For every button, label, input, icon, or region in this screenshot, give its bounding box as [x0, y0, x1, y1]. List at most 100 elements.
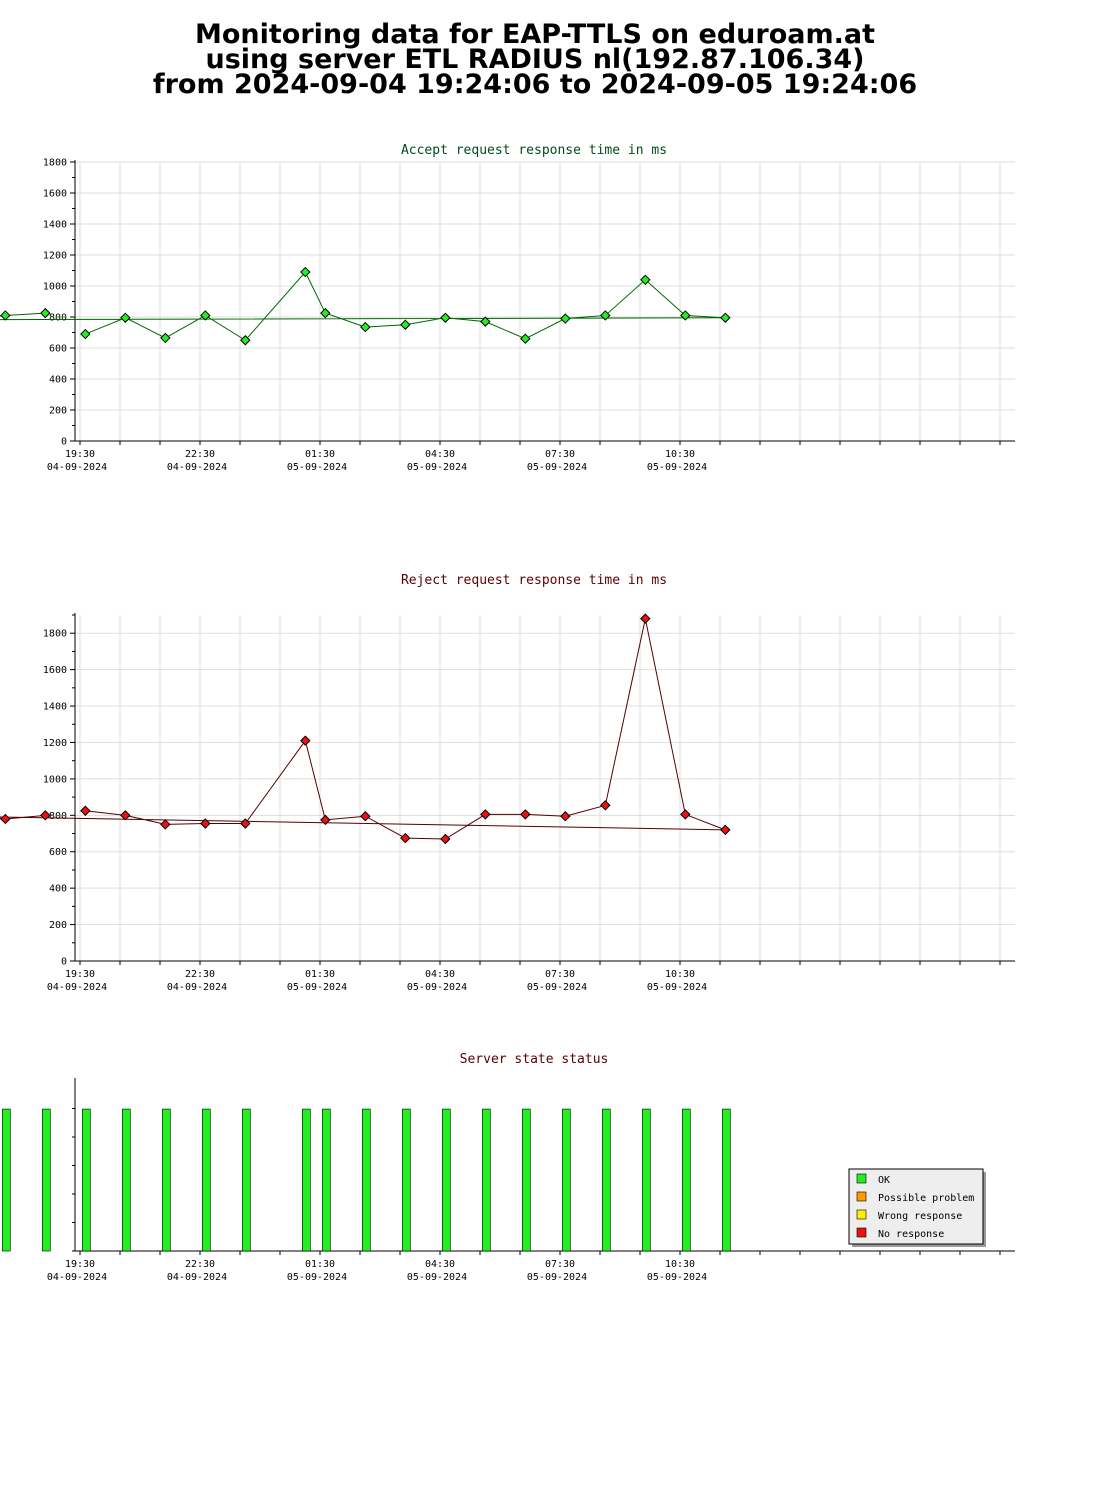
status-chart-bar [82, 1108, 91, 1252]
accept-chart-point [440, 312, 451, 323]
reject-chart-xtick-date: 05-09-2024 [407, 982, 467, 993]
reject-chart-ytick-label: 600 [49, 847, 67, 858]
accept-chart-point [80, 328, 91, 340]
accept-chart-xtick-time: 22:30 [185, 449, 215, 460]
status-chart-bar [42, 1108, 51, 1252]
status-chart-bar [322, 1108, 331, 1252]
status-chart-xtick-time: 01:30 [305, 1259, 335, 1270]
accept-chart-point [640, 274, 651, 286]
accept-chart-ytick-label: 1200 [43, 251, 67, 262]
accept-chart-title: Accept request response time in ms [401, 143, 667, 158]
accept-chart-ytick-label: 1400 [43, 220, 67, 231]
reject-chart-ytick-label: 1600 [43, 665, 67, 676]
legend-label: No response [878, 1229, 944, 1240]
accept-chart-point [300, 266, 311, 278]
reject-chart-xtick-date: 05-09-2024 [527, 982, 587, 993]
accept-chart-ytick-label: 1000 [43, 282, 67, 293]
status-chart-bar [442, 1108, 451, 1252]
accept-chart-ytick-label: 1800 [43, 158, 67, 169]
reject-chart-xtick-date: 04-09-2024 [167, 982, 227, 993]
accept-chart-point [400, 319, 411, 330]
status-chart-bar [162, 1108, 171, 1252]
reject-chart-ytick-label: 1200 [43, 738, 67, 749]
accept-chart-point [680, 310, 691, 321]
reject-chart-point [640, 613, 651, 624]
reject-chart-title: Reject request response time in ms [401, 573, 667, 588]
status-chart-xtick-time: 04:30 [425, 1259, 455, 1270]
accept-chart-xtick-time: 04:30 [425, 449, 455, 460]
reject-chart-ytick-label: 0 [61, 957, 67, 968]
status-chart-title: Server state status [460, 1052, 609, 1067]
status-chart-bar [522, 1108, 531, 1252]
reject-chart-xtick-time: 10:30 [665, 969, 695, 980]
reject-chart-xtick-time: 07:30 [545, 969, 575, 980]
accept-chart-point [560, 313, 571, 324]
reject-chart-point [40, 810, 51, 821]
status-chart-xtick-date: 05-09-2024 [287, 1272, 347, 1283]
reject-chart-point [80, 805, 91, 816]
reject-chart-point [160, 819, 171, 830]
status-chart-xtick-date: 05-09-2024 [527, 1272, 587, 1283]
accept-chart-series-line [0, 271, 726, 341]
reject-chart-ytick-label: 400 [49, 884, 67, 895]
accept-chart-xtick-date: 05-09-2024 [287, 462, 347, 473]
reject-chart-ytick-label: 1800 [43, 629, 67, 640]
legend-label: Wrong response [878, 1211, 962, 1222]
reject-chart-point [320, 814, 331, 826]
status-chart-bar [402, 1108, 411, 1252]
status-chart-xtick-date: 05-09-2024 [407, 1272, 467, 1283]
accept-chart-xtick-date: 04-09-2024 [167, 462, 227, 473]
status-chart-xtick-time: 10:30 [665, 1259, 695, 1270]
page-title-line-2: using server ETL RADIUS nl(192.87.106.34… [205, 44, 865, 75]
accept-chart-point [520, 333, 531, 344]
status-chart-bar [682, 1108, 691, 1252]
accept-chart-xtick-time: 10:30 [665, 449, 695, 460]
legend-label: OK [878, 1175, 890, 1186]
status-chart-bar [302, 1108, 311, 1252]
accept-chart-ytick-label: 400 [49, 375, 67, 386]
accept-chart: Accept request response time in ms 0 200 40… [0, 143, 1015, 473]
status-chart-xtick-time: 07:30 [545, 1259, 575, 1270]
accept-chart-point [320, 307, 331, 319]
reject-chart-xtick-time: 22:30 [185, 969, 215, 980]
reject-chart-point [120, 810, 131, 821]
legend-swatch [856, 1227, 867, 1238]
reject-chart: Reject request response time in ms 0 200 40… [0, 573, 1015, 993]
reject-chart-point [520, 809, 531, 820]
accept-chart-xtick-time: 01:30 [305, 449, 335, 460]
status-chart-bar [602, 1108, 611, 1252]
legend [848, 1168, 984, 1245]
reject-chart-point [360, 811, 371, 822]
status-chart-bar [122, 1108, 131, 1252]
status-chart-xtick-date: 05-09-2024 [647, 1272, 707, 1283]
accept-chart-xtick-date: 05-09-2024 [527, 462, 587, 473]
accept-chart-point [480, 316, 491, 327]
status-chart-bar [482, 1108, 491, 1252]
reject-chart-point [720, 824, 731, 836]
status-chart-bar [242, 1108, 251, 1252]
reject-chart-point [0, 813, 11, 825]
reject-chart-xtick-time: 04:30 [425, 969, 455, 980]
reject-chart-ytick-label: 1000 [43, 774, 67, 785]
accept-chart-point [0, 310, 11, 321]
status-chart-bar [722, 1108, 731, 1252]
reject-chart-xtick-date: 04-09-2024 [47, 982, 107, 993]
accept-chart-point [240, 335, 251, 346]
legend-swatch [856, 1209, 867, 1220]
status-chart-xtick-date: 04-09-2024 [47, 1272, 107, 1283]
page-title: Monitoring data for EAP-TTLS on eduroam.… [0, 21, 1070, 98]
accept-chart-ytick-label: 0 [61, 437, 67, 448]
reject-chart-ytick-label: 1400 [43, 702, 67, 713]
legend-swatch [856, 1173, 867, 1184]
status-chart-bar [202, 1108, 211, 1252]
accept-chart-xtick-time: 19:30 [65, 449, 95, 460]
accept-chart-point [120, 312, 131, 323]
reject-chart-xtick-date: 05-09-2024 [647, 982, 707, 993]
reject-chart-xtick-date: 05-09-2024 [287, 982, 347, 993]
status-chart-bar [362, 1108, 371, 1252]
reject-chart-point [400, 832, 411, 844]
accept-chart-point [200, 310, 211, 321]
accept-chart-xtick-date: 05-09-2024 [647, 462, 707, 473]
accept-chart-ytick-label: 600 [49, 344, 67, 355]
reject-chart-point [300, 735, 311, 746]
